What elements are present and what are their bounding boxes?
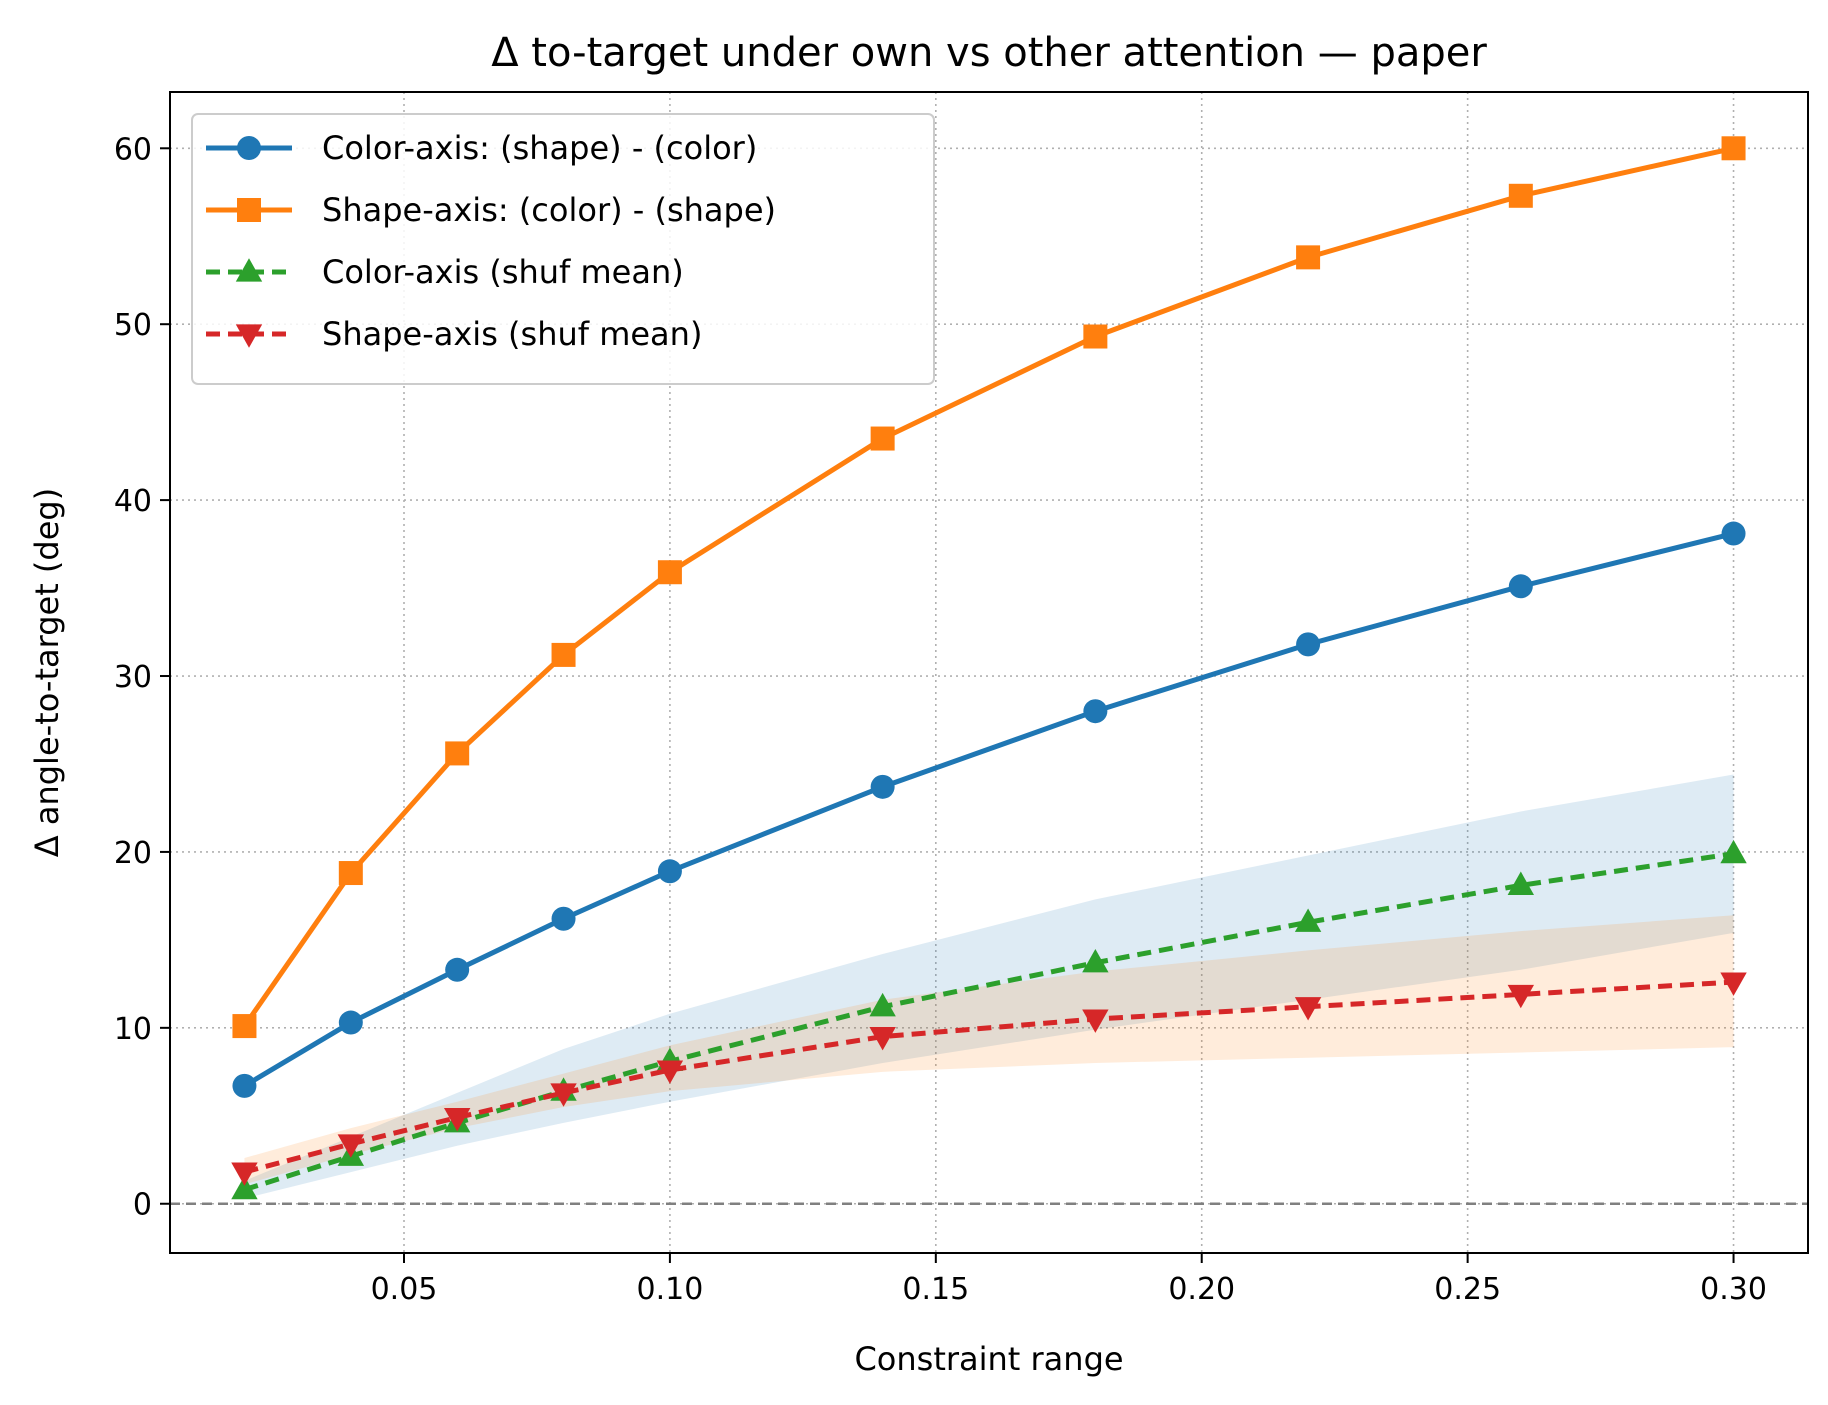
data-point [551,906,576,931]
data-point [1720,972,1747,996]
data-point [1294,908,1322,932]
series-0 [232,521,1746,1098]
legend-marker [235,324,263,348]
x-tick-label: 0.10 [637,1272,704,1307]
data-point [1083,699,1108,724]
x-axis-label: Constraint range [854,1340,1123,1378]
data-point [870,774,895,799]
data-point [1508,574,1533,599]
data-point [1721,521,1746,546]
data-point [1508,183,1533,208]
x-tick-label: 0.30 [1700,1272,1767,1307]
band-1 [244,915,1734,1185]
data-point [869,1027,896,1051]
data-point [443,1107,471,1132]
y-axis-ticks: 0 10 20 30 40 50 60 [114,132,170,1223]
legend-marker [237,198,261,222]
data-point [231,1162,258,1186]
data-point [1720,839,1747,864]
legend-item: Shape-axis: (color) - (shape) [206,191,776,229]
data-point [1082,948,1109,973]
data-point [231,1175,258,1200]
data-point [338,861,363,886]
legend-item: Color-axis (shuf mean) [206,253,684,291]
series-lines [231,136,1747,1200]
data-point [337,1134,365,1158]
data-point [1296,632,1321,657]
data-point [1296,245,1321,270]
y-tick-label: 60 [114,132,152,167]
data-point [445,741,470,766]
data-point [1721,136,1746,161]
data-point [657,560,682,585]
data-point [445,957,470,982]
x-tick-label: 0.20 [1168,1272,1235,1307]
x-tick-label: 0.05 [371,1272,438,1307]
data-point [1294,997,1322,1021]
y-tick-label: 30 [114,660,152,695]
y-axis-label: Δ angle-to-target (deg) [28,488,66,857]
data-point [551,642,576,667]
series-3 [231,972,1747,1186]
data-point [1507,871,1535,895]
plot-frame [169,91,1809,1254]
x-tick-label: 0.25 [1434,1272,1501,1307]
legend-label: Shape-axis: (color) - (shape) [322,191,776,229]
data-point [656,1060,684,1084]
data-point [1083,324,1108,349]
series-line [243,979,1734,1175]
y-tick-label: 0 [133,1188,152,1223]
series-line [243,531,1735,1089]
legend-label: Shape-axis (shuf mean) [322,315,702,353]
legend-item: Color-axis: (shape) - (color) [206,129,757,167]
data-point [1082,1009,1109,1033]
x-axis-ticks: 0.05 0.10 0.15 0.20 0.25 0.30 [371,1253,1767,1307]
legend-label: Color-axis (shuf mean) [322,253,684,291]
y-tick-label: 10 [114,1012,152,1047]
data-point [232,1073,257,1098]
data-point [869,992,896,1017]
chart-title: Δ to-target under own vs other attention… [491,30,1487,76]
series-1 [232,136,1746,1039]
legend-box [191,113,935,385]
legend-marker [237,136,261,160]
legend-label: Color-axis: (shape) - (color) [322,129,757,167]
y-tick-label: 50 [114,308,152,343]
y-tick-label: 40 [114,484,152,519]
data-point [550,1083,577,1107]
data-point [1507,984,1535,1009]
legend: Color-axis: (shape) - (color) Shape-axis:… [191,113,935,385]
data-point [657,859,682,884]
data-point [232,1014,257,1039]
series-line [243,851,1734,1193]
series-line [242,145,1735,1028]
legend-item: Shape-axis (shuf mean) [206,315,702,353]
x-tick-label: 0.15 [902,1272,969,1307]
y-tick-label: 20 [114,836,152,871]
data-point [870,426,895,451]
data-point [338,1010,363,1035]
legend-marker [235,258,263,282]
